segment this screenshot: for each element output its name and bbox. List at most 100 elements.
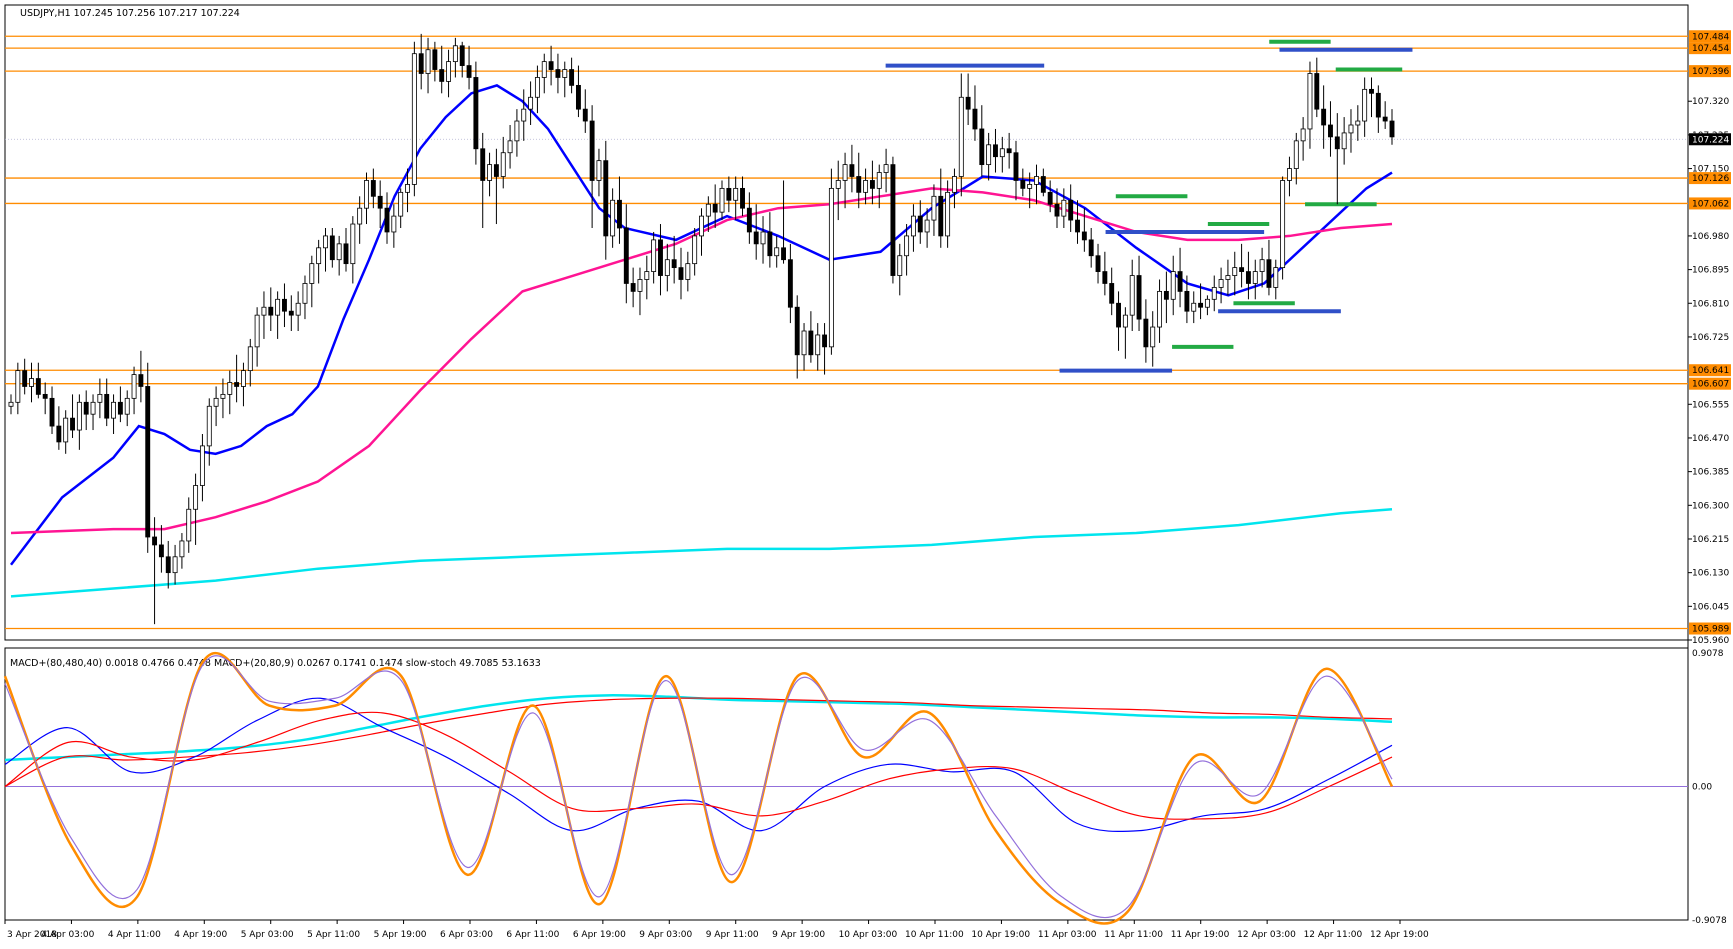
- indicator-series-line[interactable]: [4, 697, 1393, 833]
- candle-body[interactable]: [610, 199, 616, 237]
- candle-body[interactable]: [1287, 168, 1292, 181]
- moving-average-line[interactable]: [10, 187, 1393, 535]
- candle-body[interactable]: [1198, 302, 1204, 308]
- candle-body[interactable]: [83, 401, 89, 415]
- candle-body[interactable]: [343, 243, 349, 265]
- candle-body[interactable]: [411, 53, 417, 185]
- candle-body[interactable]: [664, 259, 670, 276]
- candle-body[interactable]: [240, 370, 246, 387]
- candle-body[interactable]: [15, 370, 21, 403]
- candle-body[interactable]: [651, 239, 657, 272]
- candle-body[interactable]: [302, 283, 308, 304]
- candle-body[interactable]: [1239, 267, 1245, 272]
- candle-body[interactable]: [323, 235, 328, 249]
- candle-body[interactable]: [1034, 176, 1039, 185]
- candle-body[interactable]: [781, 247, 786, 261]
- candle-body[interactable]: [787, 259, 793, 308]
- candle-body[interactable]: [220, 393, 226, 399]
- candle-body[interactable]: [384, 207, 390, 233]
- candle-body[interactable]: [699, 215, 704, 237]
- candle-body[interactable]: [617, 199, 622, 229]
- candle-body[interactable]: [186, 508, 192, 542]
- candle-body[interactable]: [890, 164, 896, 276]
- candle-body[interactable]: [945, 191, 951, 237]
- candle-body[interactable]: [56, 425, 62, 443]
- candle-body[interactable]: [261, 306, 267, 316]
- candle-body[interactable]: [1081, 231, 1087, 241]
- candle-body[interactable]: [452, 45, 458, 63]
- candle-body[interactable]: [1075, 219, 1080, 233]
- candle-body[interactable]: [671, 259, 677, 269]
- candle-body[interactable]: [1109, 283, 1115, 304]
- candle-body[interactable]: [493, 164, 499, 177]
- candle-body[interactable]: [548, 61, 554, 70]
- candle-body[interactable]: [555, 69, 561, 78]
- candle-body[interactable]: [589, 120, 595, 181]
- candle-body[interactable]: [282, 298, 287, 312]
- indicator-series-line[interactable]: [4, 655, 1393, 919]
- candle-body[interactable]: [227, 382, 233, 395]
- candle-body[interactable]: [1334, 136, 1340, 150]
- candle-body[interactable]: [1211, 287, 1217, 300]
- candle-body[interactable]: [596, 160, 602, 181]
- candle-body[interactable]: [1375, 92, 1381, 118]
- candle-body[interactable]: [1054, 203, 1060, 217]
- candle-body[interactable]: [1300, 128, 1306, 142]
- candle-body[interactable]: [521, 108, 527, 122]
- candle-body[interactable]: [1273, 267, 1279, 288]
- candle-body[interactable]: [726, 187, 732, 201]
- indicator-series-line[interactable]: [3, 651, 1394, 925]
- candle-body[interactable]: [1225, 275, 1231, 280]
- candle-body[interactable]: [1266, 259, 1272, 288]
- candle-body[interactable]: [172, 556, 178, 574]
- candle-body[interactable]: [541, 61, 547, 78]
- candle-body[interactable]: [753, 231, 759, 245]
- candle-body[interactable]: [931, 195, 937, 221]
- candle-body[interactable]: [904, 235, 910, 257]
- candle-body[interactable]: [719, 187, 725, 213]
- candle-body[interactable]: [794, 306, 800, 356]
- candle-body[interactable]: [63, 417, 69, 443]
- candle-body[interactable]: [206, 405, 212, 447]
- candle-body[interactable]: [528, 96, 534, 110]
- candle-body[interactable]: [1307, 73, 1313, 130]
- candle-body[interactable]: [678, 267, 684, 280]
- candle-body[interactable]: [603, 160, 609, 237]
- candle-body[interactable]: [124, 397, 130, 415]
- candle-body[interactable]: [979, 128, 985, 166]
- candle-body[interactable]: [76, 401, 82, 431]
- candle-body[interactable]: [808, 330, 814, 356]
- candle-body[interactable]: [1143, 318, 1149, 348]
- candle-body[interactable]: [767, 231, 773, 257]
- candle-body[interactable]: [213, 397, 219, 407]
- candle-body[interactable]: [459, 45, 465, 66]
- candle-body[interactable]: [630, 283, 636, 292]
- candle-body[interactable]: [999, 148, 1005, 158]
- candle-body[interactable]: [165, 556, 171, 574]
- candle-body[interactable]: [917, 215, 923, 233]
- candle-body[interactable]: [924, 219, 930, 233]
- candle-body[interactable]: [309, 263, 315, 284]
- candle-body[interactable]: [828, 187, 834, 348]
- candle-body[interactable]: [275, 298, 281, 316]
- candle-body[interactable]: [863, 180, 869, 193]
- candle-body[interactable]: [1191, 302, 1197, 312]
- candle-body[interactable]: [254, 314, 260, 348]
- candle-body[interactable]: [507, 140, 513, 154]
- candle-body[interactable]: [29, 378, 34, 387]
- candle-body[interactable]: [446, 61, 451, 82]
- candle-body[interactable]: [1150, 326, 1156, 348]
- candle-body[interactable]: [1252, 271, 1258, 284]
- candle-body[interactable]: [1068, 199, 1074, 221]
- candle-body[interactable]: [993, 144, 998, 158]
- candle-body[interactable]: [760, 231, 766, 245]
- candle-body[interactable]: [637, 279, 643, 292]
- candle-body[interactable]: [268, 306, 274, 316]
- candle-body[interactable]: [1389, 120, 1395, 138]
- candle-body[interactable]: [1245, 271, 1251, 284]
- candle-body[interactable]: [1177, 271, 1183, 292]
- indicator-series-line[interactable]: [4, 694, 1393, 762]
- candle-body[interactable]: [1129, 275, 1135, 316]
- candle-body[interactable]: [1280, 180, 1286, 269]
